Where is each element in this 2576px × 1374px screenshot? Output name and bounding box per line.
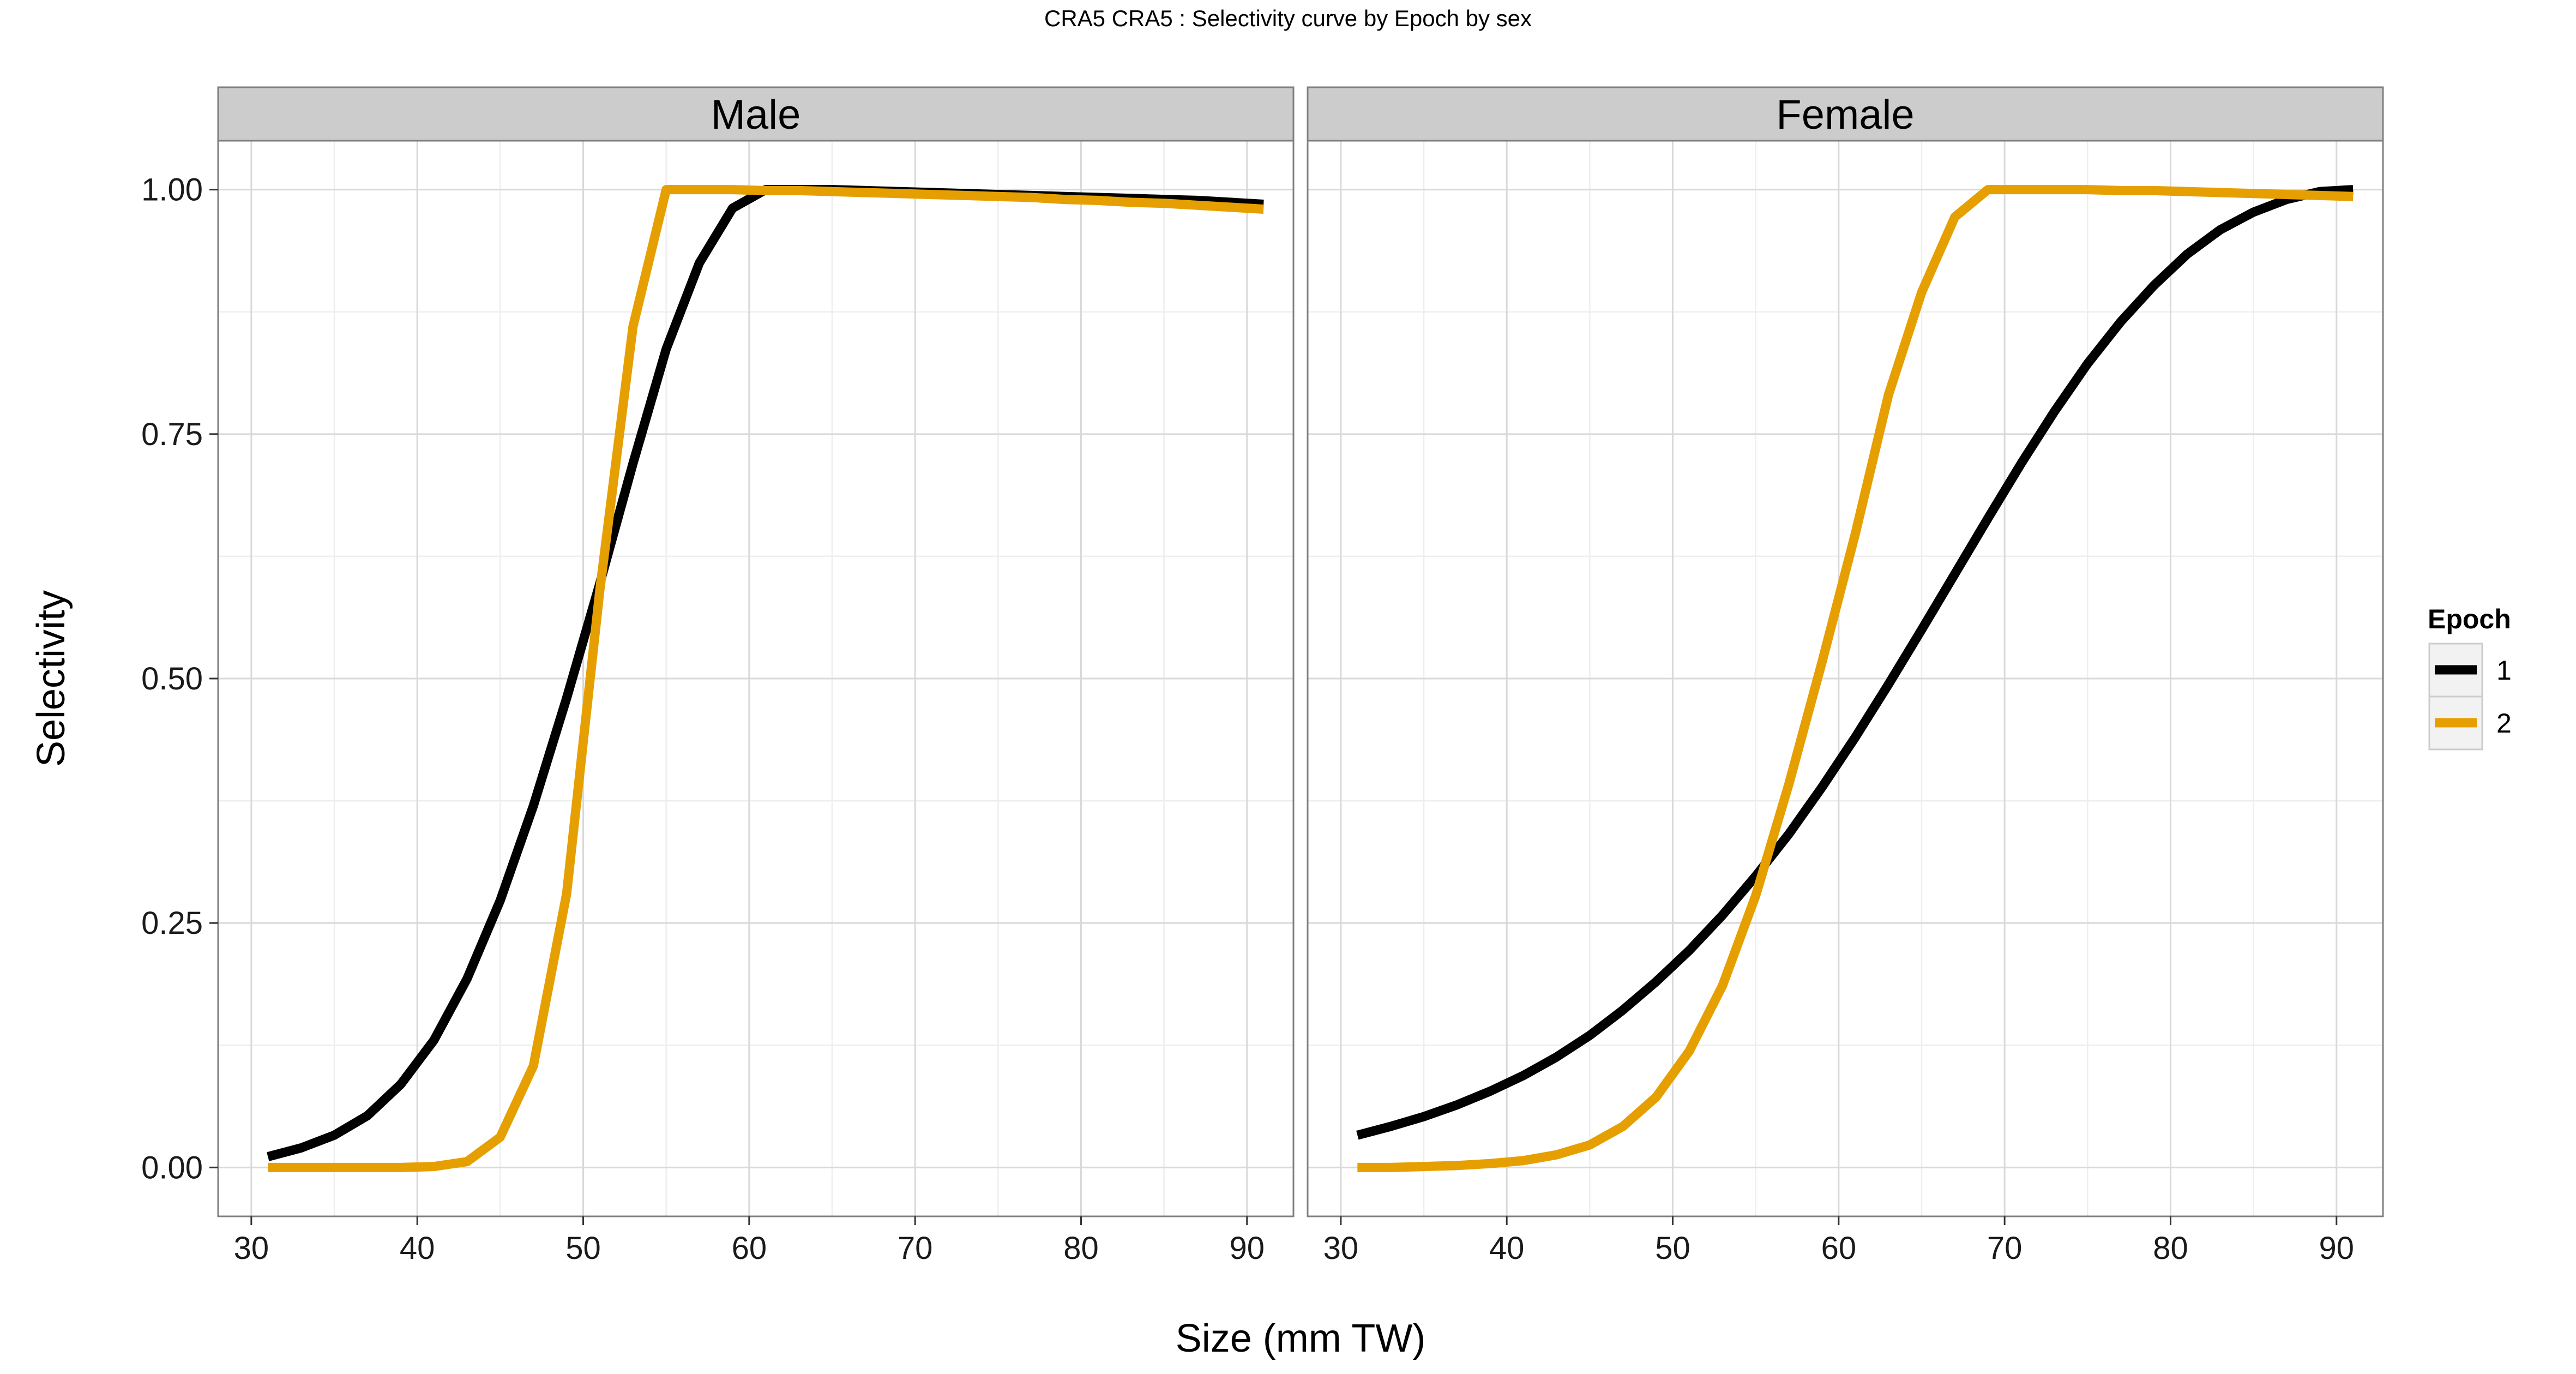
legend-label: 1	[2496, 655, 2512, 686]
x-tick-label: 90	[2319, 1231, 2355, 1266]
x-tick-label: 50	[565, 1231, 601, 1266]
y-tick-label: 0.00	[141, 1150, 203, 1185]
x-tick-label: 40	[400, 1231, 435, 1266]
y-tick-label: 0.50	[141, 661, 203, 697]
panel-border	[1307, 140, 2384, 1217]
panels-layer: Male 30 40 50 60 70 80 90 0.00 0.25 0.50 0.75 1.00 Fe…	[141, 86, 2384, 1266]
x-tick-label: 30	[234, 1231, 269, 1266]
x-tick-label: 80	[1063, 1231, 1099, 1266]
panel-female: Female 30 40 50 60 70 80 90	[1307, 86, 2384, 1266]
legend-item-epoch-2: 2	[2428, 695, 2512, 751]
legend-title: Epoch	[2428, 604, 2511, 634]
legend-label: 2	[2496, 708, 2512, 739]
legend-items: 12	[2428, 643, 2512, 751]
x-tick-label: 70	[898, 1231, 933, 1266]
x-tick-label: 80	[2153, 1231, 2188, 1266]
y-axis-title: Selectivity	[29, 590, 73, 767]
x-tick-label: 90	[1230, 1231, 1265, 1266]
x-tick-label: 40	[1489, 1231, 1525, 1266]
y-tick-label: 1.00	[141, 172, 203, 208]
series-line-epoch-2	[268, 185, 1264, 1172]
x-tick-label: 30	[1323, 1231, 1359, 1266]
series-line-epoch-2	[1357, 185, 2354, 1172]
chart-title: CRA5 CRA5 : Selectivity curve by Epoch b…	[1044, 5, 1532, 31]
panel-male: Male 30 40 50 60 70 80 90 0.00 0.25 0.50 0.75 1.00	[141, 86, 1295, 1266]
strip-background	[217, 86, 1295, 142]
y-tick-label: 0.75	[141, 417, 203, 452]
legend-item-epoch-1: 1	[2428, 643, 2512, 698]
legend: Epoch 12	[2428, 604, 2512, 751]
x-tick-label: 70	[1987, 1231, 2023, 1266]
x-tick-label: 50	[1655, 1231, 1690, 1266]
y-tick-label: 0.25	[141, 905, 203, 941]
x-tick-label: 60	[1821, 1231, 1857, 1266]
strip-background	[1307, 86, 2384, 142]
strip-label: Male	[711, 92, 801, 138]
series-line-epoch-1	[1356, 185, 2354, 1140]
strip-label: Female	[1776, 92, 1914, 138]
x-tick-label: 60	[732, 1231, 767, 1266]
x-axis-title: Size (mm TW)	[1176, 1317, 1426, 1360]
